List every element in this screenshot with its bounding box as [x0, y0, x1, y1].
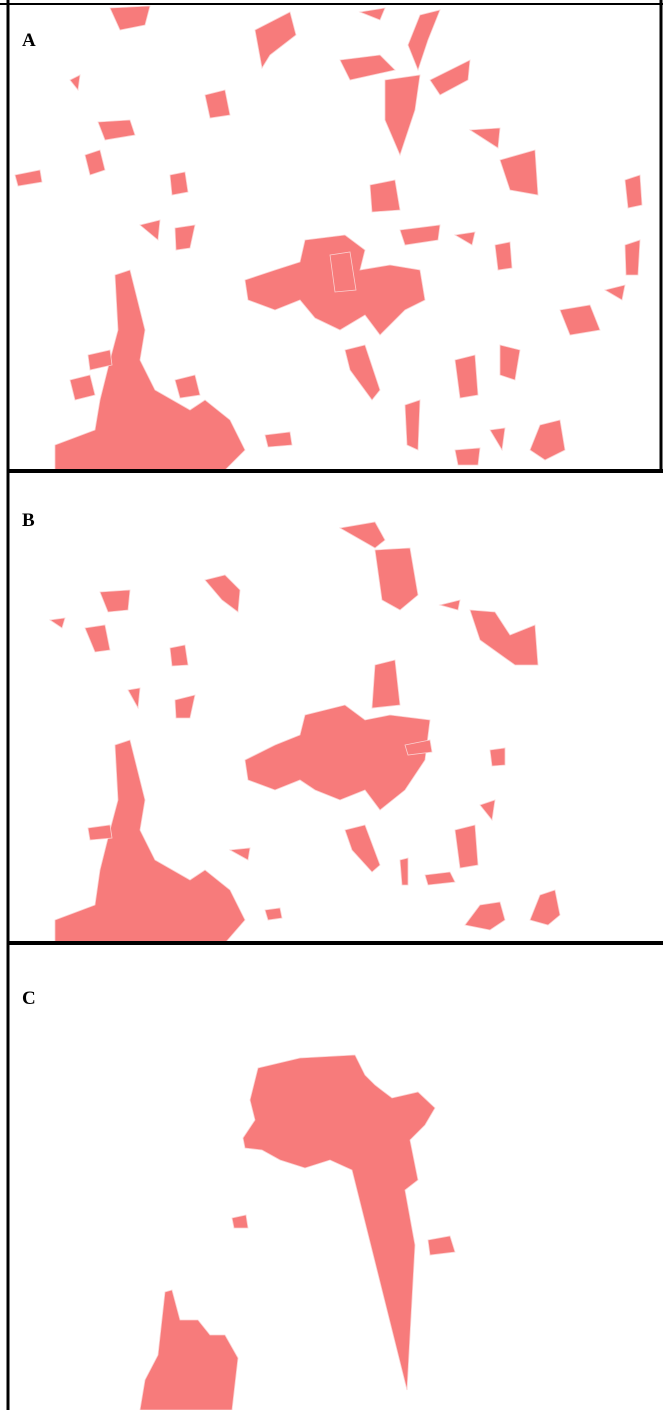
panel-label: B: [22, 510, 35, 531]
background: [0, 0, 663, 1410]
panel-label: A: [22, 30, 36, 51]
panel-label: C: [22, 988, 36, 1009]
map-figure: A B C: [0, 0, 663, 1410]
